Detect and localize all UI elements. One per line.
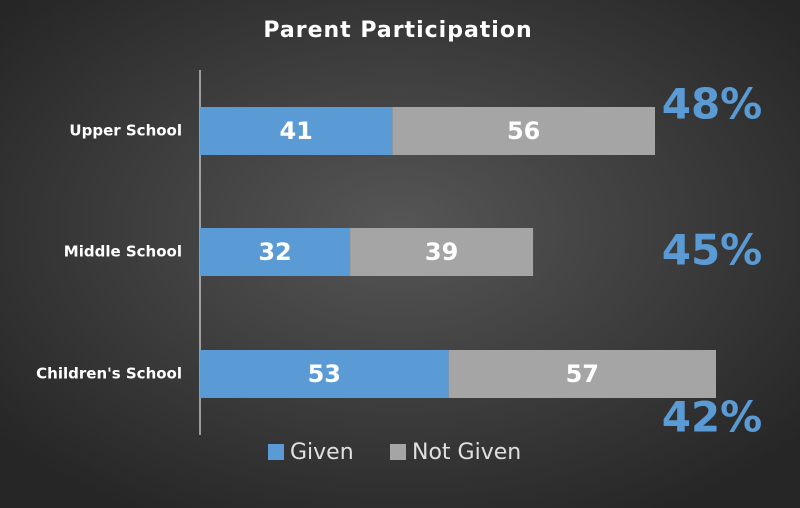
bar-segment: [448, 350, 716, 398]
legend-label: Given: [290, 440, 354, 465]
legend-label: Not Given: [412, 440, 521, 465]
bar-segment: [350, 228, 534, 276]
y-tick-label: Middle School: [64, 243, 182, 261]
chart-title: Parent Participation: [263, 18, 532, 43]
value-label: 57: [566, 360, 599, 388]
value-label: 41: [279, 117, 312, 145]
value-label: 56: [507, 117, 540, 145]
annotation: 45%: [662, 226, 763, 275]
bar-segment: [200, 107, 393, 155]
value-label: 32: [258, 238, 291, 266]
annotation: 48%: [662, 80, 763, 129]
bar-segment: [200, 350, 449, 398]
value-label: 53: [308, 360, 341, 388]
legend-swatch: [268, 444, 284, 460]
bar-segment: [392, 107, 656, 155]
y-tick-label: Children's School: [36, 365, 182, 383]
annotation: 42%: [662, 393, 763, 442]
legend-swatch: [390, 444, 406, 460]
value-label: 39: [425, 238, 458, 266]
bar-segment: [200, 228, 351, 276]
y-tick-label: Upper School: [69, 122, 182, 140]
